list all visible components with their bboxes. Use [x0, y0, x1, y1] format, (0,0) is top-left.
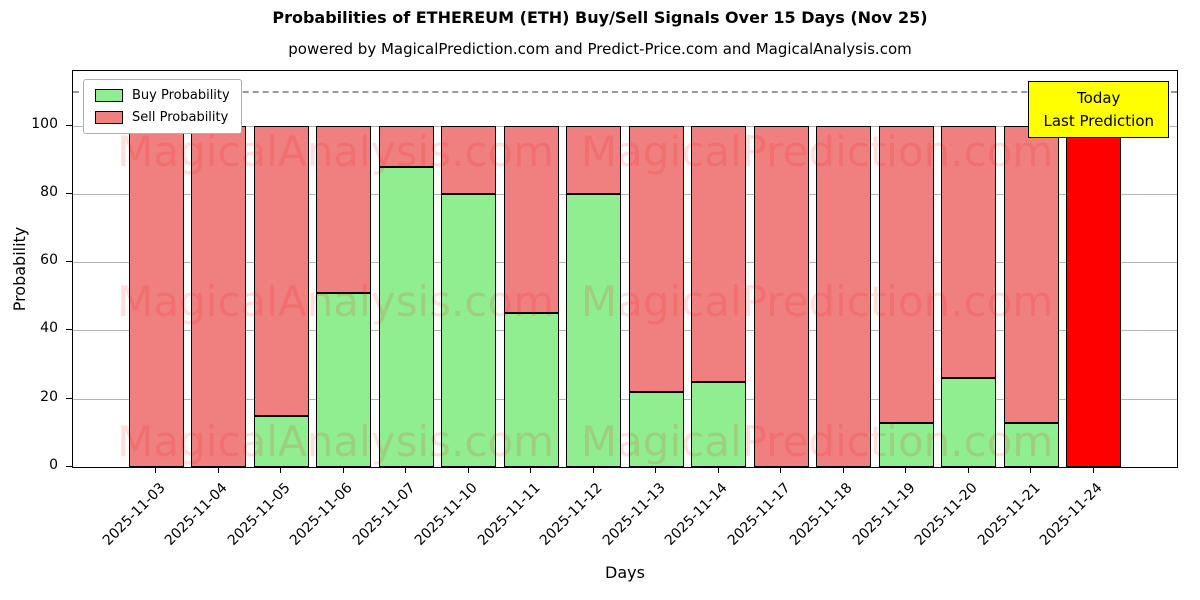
y-tick-label-40: 40: [40, 320, 58, 337]
bar-sell-segment-2025-11-19: [878, 125, 934, 423]
dashed-threshold-line: [73, 91, 1177, 94]
bar-buy-segment-2025-11-13: [628, 391, 684, 467]
x-tick-label-2025-11-10: 2025-11-10: [412, 480, 482, 549]
y-tick-label-60: 60: [40, 252, 58, 269]
x-tick-mark-2025-11-20: [967, 468, 969, 473]
y-tick-label-80: 80: [40, 183, 58, 200]
bar-sell-segment-2025-11-17: [753, 125, 809, 467]
x-tick-label-2025-11-20: 2025-11-20: [912, 480, 982, 549]
chart-title: Probabilities of ETHEREUM (ETH) Buy/Sell…: [272, 8, 928, 27]
bar-last-prediction-2025-11-24: [1066, 125, 1122, 467]
bar-buy-segment-2025-11-19: [878, 422, 934, 467]
bar-buy-segment-2025-11-10: [441, 193, 497, 467]
gridline-y-100: [73, 125, 1177, 127]
y-tick-label-0: 0: [49, 457, 58, 473]
bar-sell-segment-2025-11-14: [691, 125, 747, 382]
bar-buy-segment-2025-11-21: [1003, 422, 1059, 467]
bar-sell-segment-2025-11-11: [503, 125, 559, 314]
bar-sell-segment-2025-11-10: [441, 125, 497, 194]
y-tick-mark-80: [66, 192, 72, 194]
y-tick-label-20: 20: [40, 388, 58, 405]
bar-buy-segment-2025-11-05: [253, 415, 309, 467]
x-tick-mark-2025-11-19: [905, 468, 907, 473]
buy-probability-swatch: [95, 89, 123, 102]
x-axis-ticks: 2025-11-03 2025-11-04 2025-11-05 2025-11-06…: [72, 468, 1178, 578]
legend-item-sell: Sell Probability: [95, 110, 230, 125]
bar-sell-segment-2025-11-18: [816, 125, 872, 467]
x-tick-mark-2025-11-24: [1092, 468, 1094, 473]
x-tick-mark-2025-11-03: [155, 468, 157, 473]
x-tick-label-2025-11-24: 2025-11-24: [1037, 480, 1107, 549]
bar-sell-segment-2025-11-20: [941, 125, 997, 379]
x-tick-label-2025-11-18: 2025-11-18: [787, 480, 857, 549]
gridlines-layer: [73, 71, 1177, 467]
y-tick-mark-100: [66, 124, 72, 126]
bar-buy-segment-2025-11-07: [378, 166, 434, 467]
x-tick-label-2025-11-03: 2025-11-03: [99, 480, 169, 549]
x-tick-mark-2025-11-11: [530, 468, 532, 473]
chart-subtitle: powered by MagicalPrediction.com and Pre…: [288, 40, 912, 58]
bar-sell-segment-2025-11-12: [566, 125, 622, 194]
y-tick-label-100: 100: [31, 115, 58, 132]
legend-label-sell: Sell Probability: [132, 110, 229, 125]
bar-sell-segment-2025-11-07: [378, 125, 434, 167]
x-tick-label-2025-11-04: 2025-11-04: [162, 480, 232, 549]
annotation-line-2: Last Prediction: [1043, 111, 1154, 130]
x-tick-mark-2025-11-05: [280, 468, 282, 473]
x-tick-label-2025-11-05: 2025-11-05: [224, 480, 294, 549]
x-tick-label-2025-11-14: 2025-11-14: [662, 480, 732, 549]
bar-buy-segment-2025-11-12: [566, 193, 622, 467]
gridline-y-60: [73, 262, 1177, 264]
legend-label-buy: Buy Probability: [132, 88, 230, 103]
bar-sell-segment-2025-11-21: [1003, 125, 1059, 423]
x-tick-mark-2025-11-07: [405, 468, 407, 473]
x-tick-label-2025-11-07: 2025-11-07: [349, 480, 419, 549]
x-axis-label: Days: [605, 563, 645, 582]
sell-probability-swatch: [95, 111, 123, 124]
bar-sell-segment-2025-11-05: [253, 125, 309, 416]
x-tick-mark-2025-11-10: [467, 468, 469, 473]
x-tick-mark-2025-11-18: [842, 468, 844, 473]
y-tick-mark-40: [66, 329, 72, 331]
y-tick-mark-60: [66, 261, 72, 263]
x-tick-mark-2025-11-14: [717, 468, 719, 473]
bars-layer: [73, 71, 1177, 467]
x-tick-label-2025-11-19: 2025-11-19: [849, 480, 919, 549]
annotation-line-1: Today: [1077, 89, 1121, 107]
x-tick-mark-2025-11-12: [592, 468, 594, 473]
gridline-y-20: [73, 398, 1177, 400]
bar-buy-segment-2025-11-20: [941, 378, 997, 467]
x-tick-mark-2025-11-04: [217, 468, 219, 473]
x-tick-label-2025-11-13: 2025-11-13: [599, 480, 669, 549]
x-tick-label-2025-11-12: 2025-11-12: [537, 480, 607, 549]
legend: Buy Probability Sell Probability: [83, 79, 242, 134]
x-tick-mark-2025-11-06: [342, 468, 344, 473]
gridline-y-80: [73, 193, 1177, 195]
y-axis-ticks: 0 20 40 60 80 100: [0, 70, 72, 473]
bar-sell-segment-2025-11-03: [128, 125, 184, 467]
bar-sell-segment-2025-11-06: [316, 125, 372, 293]
bar-sell-segment-2025-11-13: [628, 125, 684, 392]
x-tick-mark-2025-11-17: [780, 468, 782, 473]
today-annotation: Today Last Prediction: [1028, 81, 1169, 138]
bar-buy-segment-2025-11-14: [691, 381, 747, 467]
x-tick-label-2025-11-17: 2025-11-17: [724, 480, 794, 549]
x-tick-mark-2025-11-21: [1030, 468, 1032, 473]
x-tick-label-2025-11-21: 2025-11-21: [974, 480, 1044, 549]
plot-area: MagicalAnalysis.comMagicalPrediction.com…: [72, 70, 1178, 468]
x-tick-label-2025-11-11: 2025-11-11: [474, 480, 544, 549]
gridline-y-40: [73, 330, 1177, 332]
x-tick-label-2025-11-06: 2025-11-06: [287, 480, 357, 549]
bar-buy-segment-2025-11-11: [503, 313, 559, 467]
bar-buy-segment-2025-11-06: [316, 292, 372, 467]
legend-item-buy: Buy Probability: [95, 88, 230, 103]
bar-sell-segment-2025-11-04: [191, 125, 247, 467]
y-tick-mark-20: [66, 397, 72, 399]
x-tick-mark-2025-11-13: [655, 468, 657, 473]
y-tick-mark-0: [66, 466, 72, 467]
